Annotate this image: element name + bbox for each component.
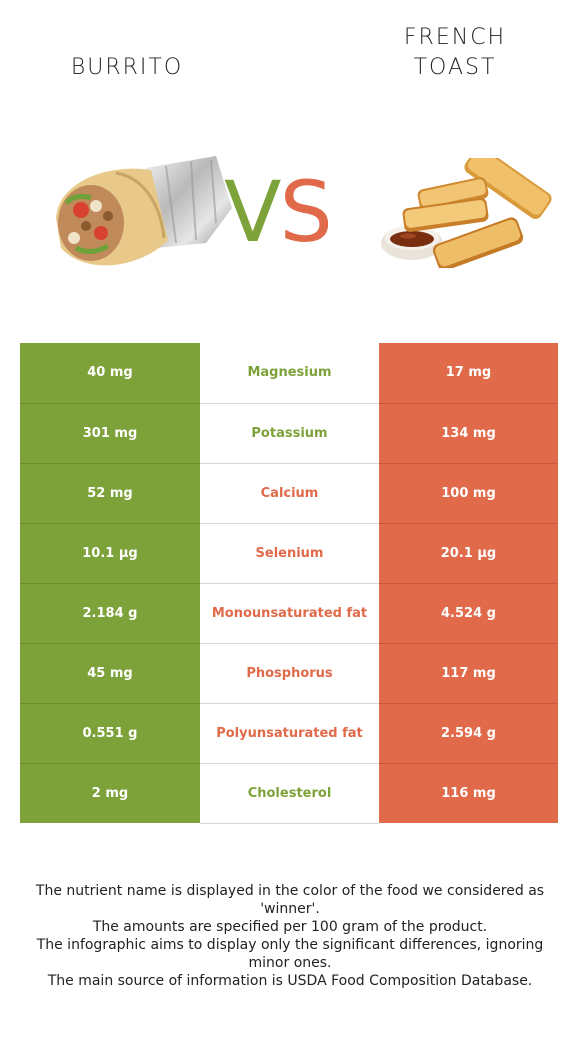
right-food-name-line1: FRENCH (403, 25, 507, 50)
table-row: 2 mg Cholesterol 116 mg (20, 762, 558, 824)
table-row: 40 mg Magnesium 17 mg (20, 343, 558, 403)
right-value: 117 mg (379, 642, 558, 703)
footer-line: The infographic aims to display only the… (36, 937, 544, 971)
nutrient-name: Polyunsaturated fat (200, 702, 379, 763)
right-value: 134 mg (379, 402, 558, 463)
nutrient-name: Calcium (200, 462, 379, 523)
table-row: 301 mg Potassium 134 mg (20, 402, 558, 463)
nutrient-comparison-table: 40 mg Magnesium 17 mg 301 mg Potassium 1… (20, 343, 558, 824)
nutrient-name: Monounsaturated fat (200, 582, 379, 643)
left-value: 2 mg (20, 762, 200, 823)
right-food-title: FRENCH TOAST (350, 23, 560, 83)
right-food-name-line2: TOAST (413, 55, 497, 80)
left-value: 45 mg (20, 642, 200, 703)
table-row: 45 mg Phosphorus 117 mg (20, 642, 558, 703)
right-value: 116 mg (379, 762, 558, 823)
burrito-image (56, 156, 232, 266)
vs-label: VS (224, 162, 354, 262)
left-value: 52 mg (20, 462, 200, 523)
table-row: 52 mg Calcium 100 mg (20, 462, 558, 523)
left-value: 0.551 g (20, 702, 200, 763)
right-value: 2.594 g (379, 702, 558, 763)
right-value: 17 mg (379, 343, 558, 403)
left-value: 10.1 µg (20, 522, 200, 583)
right-value: 4.524 g (379, 582, 558, 643)
footer-line: The main source of information is USDA F… (47, 973, 533, 989)
table-row: 0.551 g Polyunsaturated fat 2.594 g (20, 702, 558, 763)
nutrient-name: Selenium (200, 522, 379, 583)
nutrient-name: Potassium (200, 402, 379, 463)
vs-letter-s: S (279, 163, 332, 261)
left-food-title: BURRITO (20, 53, 234, 83)
left-value: 40 mg (20, 343, 200, 403)
footer-notes: The nutrient name is displayed in the co… (20, 882, 560, 990)
nutrient-name: Magnesium (200, 343, 379, 403)
vs-letter-v: V (224, 163, 281, 261)
table-row: 2.184 g Monounsaturated fat 4.524 g (20, 582, 558, 643)
nutrient-name: Cholesterol (200, 762, 379, 824)
left-food-name: BURRITO (70, 55, 184, 80)
footer-line: The nutrient name is displayed in the co… (35, 883, 545, 917)
left-value: 2.184 g (20, 582, 200, 643)
nutrient-name: Phosphorus (200, 642, 379, 703)
left-value: 301 mg (20, 402, 200, 463)
footer-line: The amounts are specified per 100 gram o… (92, 919, 488, 935)
right-value: 100 mg (379, 462, 558, 523)
french-toast-image (381, 158, 552, 268)
right-value: 20.1 µg (379, 522, 558, 583)
table-row: 10.1 µg Selenium 20.1 µg (20, 522, 558, 583)
